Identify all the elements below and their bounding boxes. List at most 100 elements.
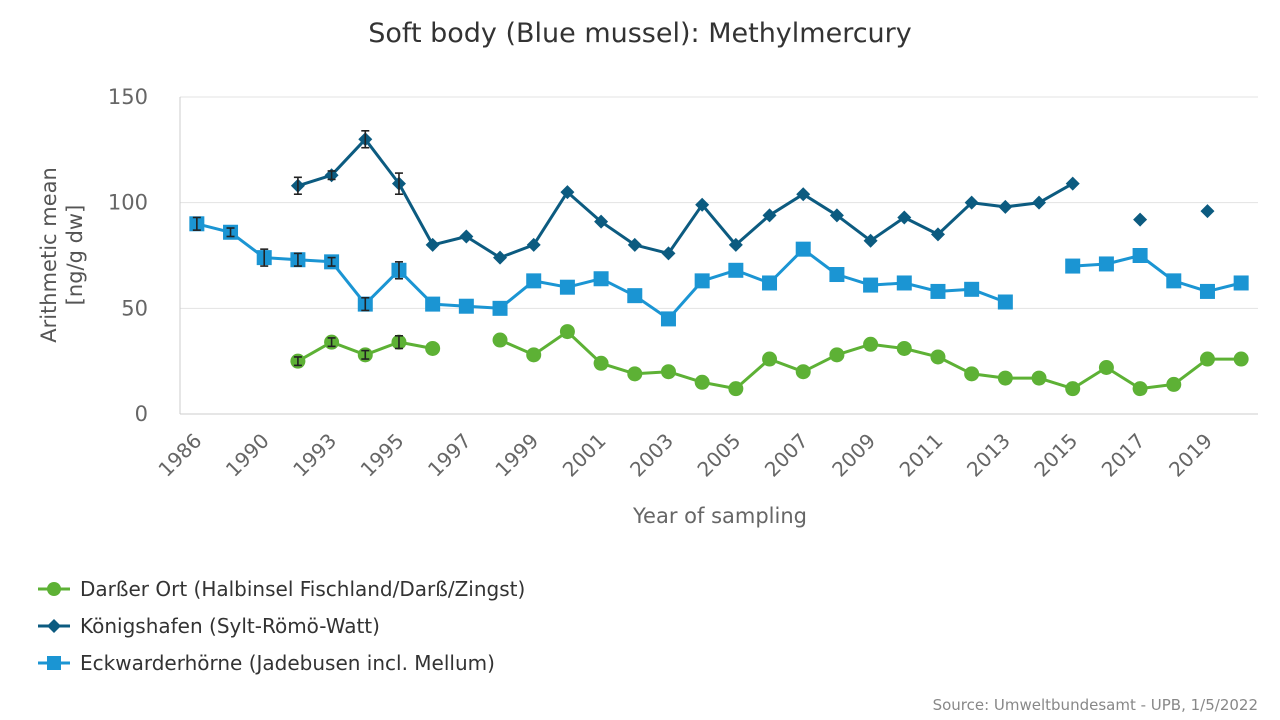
- series-2: [290, 130, 1215, 265]
- data-point: [930, 283, 946, 299]
- error-bar: [327, 170, 336, 181]
- data-point: [964, 195, 979, 210]
- error-bar: [327, 256, 336, 267]
- data-point: [1132, 248, 1148, 263]
- series-1: [290, 324, 1249, 397]
- data-point: [964, 281, 980, 297]
- y-axis-label: Arithmetic mean[ng/g dw]: [37, 167, 87, 343]
- data-point: [526, 347, 542, 363]
- data-point: [458, 298, 474, 314]
- data-point: [896, 275, 912, 291]
- error-bar: [361, 296, 370, 312]
- legend: Darßer Ort (Halbinsel Fischland/Darß/Zin…: [36, 570, 525, 681]
- error-bar: [226, 227, 235, 238]
- data-point: [493, 250, 508, 265]
- grid: [179, 96, 1258, 415]
- data-point: [1166, 376, 1182, 392]
- y-axis-tick-labels: 0 50 100 150: [108, 85, 148, 426]
- data-point: [627, 237, 642, 252]
- data-point: [1199, 283, 1215, 299]
- data-point: [863, 277, 879, 293]
- x-tick-label: 1997: [423, 429, 476, 482]
- x-tick-label: 2019: [1164, 429, 1217, 482]
- error-bar: [293, 176, 302, 196]
- series-line: [196, 222, 1242, 321]
- y-axis-label-line: [ng/g dw]: [63, 205, 87, 306]
- x-tick-label: 2003: [625, 429, 678, 482]
- x-tick-label: 2015: [1029, 429, 1082, 482]
- legend-marker-square: [38, 655, 70, 670]
- source-credit: Source: Umweltbundesamt - UPB, 1/5/2022: [932, 696, 1258, 714]
- data-point: [492, 300, 508, 316]
- x-tick-label: 2013: [962, 429, 1015, 482]
- data-point: [1065, 381, 1081, 397]
- data-point: [694, 374, 710, 390]
- x-tick-label: 2009: [827, 429, 880, 482]
- data-point: [728, 262, 744, 278]
- data-point: [998, 199, 1013, 214]
- data-point: [728, 237, 743, 252]
- data-point: [1065, 258, 1081, 274]
- y-axis-label-line: Arithmetic mean: [37, 167, 61, 343]
- legend-item[interactable]: Eckwarderhörne (Jadebusen incl. Mellum): [36, 644, 525, 681]
- x-tick-label: 2011: [895, 429, 948, 482]
- data-point: [594, 214, 609, 229]
- x-tick-label: 2005: [692, 429, 745, 482]
- series-3: [189, 216, 1249, 327]
- x-tick-label: 1995: [356, 429, 409, 482]
- data-point: [1233, 275, 1249, 291]
- data-point: [593, 355, 609, 371]
- x-tick-label: 1990: [221, 429, 274, 482]
- chart-title: Soft body (Blue mussel): Methylmercury: [368, 18, 912, 49]
- data-point: [492, 332, 508, 348]
- data-point: [930, 227, 945, 242]
- y-tick-label: 100: [108, 191, 148, 215]
- error-bar: [192, 216, 201, 231]
- data-point: [694, 273, 710, 289]
- x-tick-label: 2017: [1097, 429, 1150, 482]
- data-point: [728, 381, 744, 397]
- error-bar: [394, 172, 403, 196]
- legend-label: Eckwarderhörne (Jadebusen incl. Mellum): [80, 650, 495, 675]
- data-point: [1133, 212, 1148, 227]
- data-point: [526, 273, 542, 289]
- error-bar: [260, 248, 269, 267]
- data-point: [762, 351, 778, 367]
- legend-label: Königshafen (Sylt-Römö-Watt): [80, 613, 380, 638]
- error-bar: [361, 130, 370, 149]
- data-point: [1065, 176, 1080, 191]
- error-bar: [327, 337, 336, 348]
- data-point: [863, 233, 878, 248]
- data-point: [762, 208, 777, 223]
- data-point: [795, 364, 811, 380]
- legend-item[interactable]: Königshafen (Sylt-Römö-Watt): [36, 607, 525, 644]
- data-point: [1166, 273, 1182, 289]
- data-point: [1233, 351, 1249, 367]
- data-point: [459, 229, 474, 244]
- error-bar: [293, 356, 302, 367]
- data-point: [425, 296, 441, 312]
- data-point: [796, 187, 811, 202]
- x-tick-label: 2001: [558, 429, 611, 482]
- data-point: [425, 237, 440, 252]
- series-layer: [189, 130, 1249, 397]
- data-point: [1032, 195, 1047, 210]
- data-point: [560, 185, 575, 200]
- error-bar: [361, 349, 370, 360]
- data-point: [896, 340, 912, 356]
- error-bar: [394, 261, 403, 280]
- data-point: [829, 208, 844, 223]
- data-point: [1098, 256, 1114, 272]
- data-point: [829, 267, 845, 283]
- legend-item[interactable]: Darßer Ort (Halbinsel Fischland/Darß/Zin…: [36, 570, 525, 607]
- legend-label: Darßer Ort (Halbinsel Fischland/Darß/Zin…: [80, 576, 526, 601]
- data-point: [627, 288, 643, 304]
- data-point: [930, 349, 946, 365]
- x-tick-label: 2007: [760, 429, 813, 482]
- legend-marker-circle: [38, 581, 70, 596]
- y-tick-label: 50: [121, 296, 148, 320]
- chart: Soft body (Blue mussel): Methylmercury 0…: [37, 18, 1258, 528]
- data-point: [863, 336, 879, 352]
- data-point: [559, 324, 575, 340]
- legend-symbol: [47, 655, 61, 670]
